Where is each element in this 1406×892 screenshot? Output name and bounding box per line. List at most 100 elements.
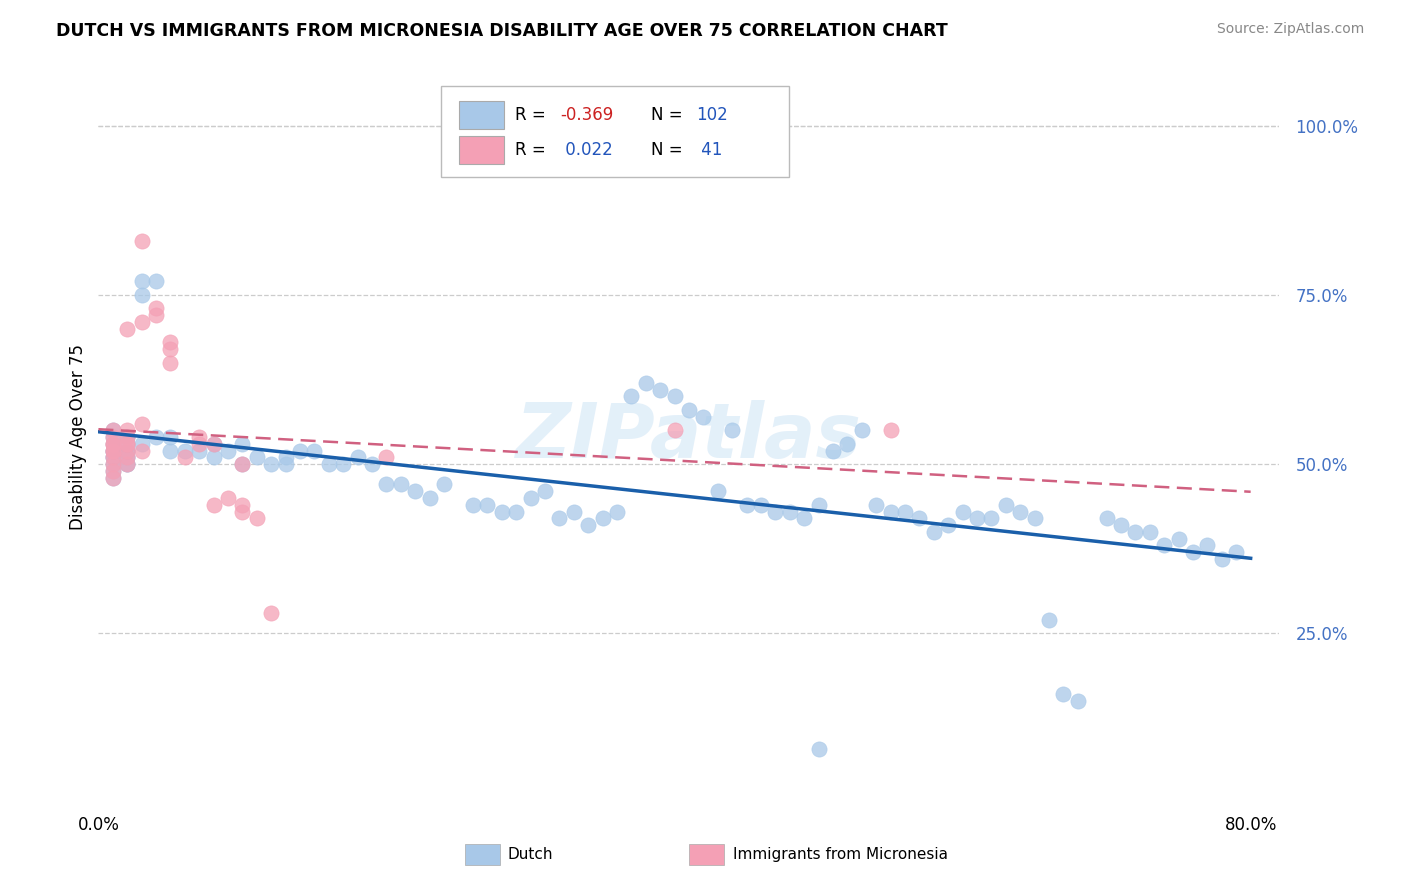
- Point: [1052, 688, 1074, 702]
- Point: [115, 450, 138, 465]
- Point: [188, 443, 211, 458]
- Text: 0.022: 0.022: [560, 141, 613, 159]
- Text: Immigrants from Micronesia: Immigrants from Micronesia: [733, 847, 948, 863]
- Text: 102: 102: [696, 106, 728, 124]
- Point: [101, 450, 124, 465]
- Point: [1225, 545, 1247, 559]
- Point: [145, 308, 167, 322]
- Point: [851, 423, 873, 437]
- Point: [620, 389, 643, 403]
- Point: [231, 457, 253, 471]
- Point: [461, 498, 484, 512]
- Point: [706, 484, 728, 499]
- Text: -0.369: -0.369: [560, 106, 613, 124]
- FancyBboxPatch shape: [441, 86, 789, 178]
- Point: [101, 430, 124, 444]
- Point: [318, 457, 340, 471]
- Point: [159, 430, 181, 444]
- Point: [231, 457, 253, 471]
- Point: [101, 464, 124, 478]
- Point: [231, 498, 253, 512]
- Text: N =: N =: [651, 106, 688, 124]
- Point: [519, 491, 541, 505]
- Point: [145, 430, 167, 444]
- Point: [131, 315, 153, 329]
- Point: [952, 505, 974, 519]
- Point: [188, 437, 211, 451]
- Point: [346, 450, 368, 465]
- Point: [159, 335, 181, 350]
- Point: [419, 491, 441, 505]
- FancyBboxPatch shape: [458, 102, 503, 129]
- Point: [246, 450, 269, 465]
- Point: [131, 443, 153, 458]
- Point: [634, 376, 657, 390]
- Point: [779, 505, 801, 519]
- Point: [101, 437, 124, 451]
- Point: [1182, 545, 1205, 559]
- Point: [879, 505, 901, 519]
- Point: [217, 443, 239, 458]
- Point: [361, 457, 384, 471]
- Point: [115, 430, 138, 444]
- Point: [202, 498, 225, 512]
- Point: [491, 505, 513, 519]
- FancyBboxPatch shape: [464, 845, 501, 865]
- Point: [980, 511, 1002, 525]
- Point: [592, 511, 614, 525]
- Point: [159, 342, 181, 356]
- Point: [101, 471, 124, 485]
- Point: [202, 450, 225, 465]
- Point: [821, 443, 844, 458]
- Text: R =: R =: [516, 106, 551, 124]
- Text: R =: R =: [516, 141, 551, 159]
- Point: [159, 355, 181, 369]
- Point: [131, 417, 153, 431]
- Point: [101, 450, 124, 465]
- Point: [101, 443, 124, 458]
- Point: [1010, 505, 1032, 519]
- Point: [1024, 511, 1046, 525]
- Point: [994, 498, 1017, 512]
- Text: DUTCH VS IMMIGRANTS FROM MICRONESIA DISABILITY AGE OVER 75 CORRELATION CHART: DUTCH VS IMMIGRANTS FROM MICRONESIA DISA…: [56, 22, 948, 40]
- Text: ZIPatlas: ZIPatlas: [516, 401, 862, 474]
- Point: [534, 484, 557, 499]
- Point: [735, 498, 758, 512]
- Point: [692, 409, 714, 424]
- Point: [115, 450, 138, 465]
- Point: [1153, 538, 1175, 552]
- Point: [304, 443, 326, 458]
- Point: [101, 471, 124, 485]
- Point: [101, 457, 124, 471]
- Point: [115, 450, 138, 465]
- Point: [433, 477, 456, 491]
- Point: [260, 457, 283, 471]
- Point: [274, 450, 297, 465]
- Point: [115, 437, 138, 451]
- Point: [101, 464, 124, 478]
- Point: [288, 443, 311, 458]
- Point: [548, 511, 571, 525]
- Point: [101, 443, 124, 458]
- Point: [375, 450, 398, 465]
- Point: [101, 457, 124, 471]
- Point: [246, 511, 269, 525]
- Point: [131, 234, 153, 248]
- Point: [115, 457, 138, 471]
- Point: [1067, 694, 1090, 708]
- Point: [101, 443, 124, 458]
- Point: [1139, 524, 1161, 539]
- Text: 41: 41: [696, 141, 723, 159]
- Point: [664, 423, 686, 437]
- Point: [101, 430, 124, 444]
- Point: [101, 450, 124, 465]
- Point: [145, 274, 167, 288]
- Point: [101, 437, 124, 451]
- Point: [173, 443, 195, 458]
- Point: [173, 450, 195, 465]
- Point: [131, 288, 153, 302]
- Text: Dutch: Dutch: [508, 847, 553, 863]
- Y-axis label: Disability Age Over 75: Disability Age Over 75: [69, 344, 87, 530]
- Point: [1125, 524, 1147, 539]
- Point: [650, 383, 672, 397]
